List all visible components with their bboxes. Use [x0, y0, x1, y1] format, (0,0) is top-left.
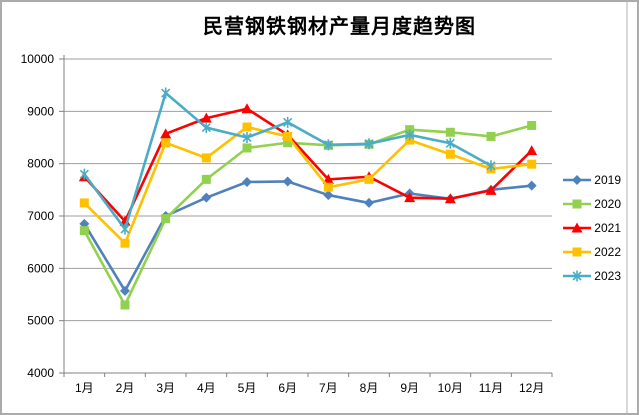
x-tick-label: 8月 [360, 381, 379, 395]
x-tick-label: 3月 [156, 381, 175, 395]
asterisk-marker [486, 160, 496, 172]
x-tick-label: 9月 [400, 381, 419, 395]
diamond-marker [201, 192, 212, 203]
y-tick-label: 5000 [27, 314, 54, 328]
x-tick-label: 11月 [479, 381, 503, 395]
x-tick-label: 1月 [75, 381, 94, 395]
square-marker [120, 238, 130, 248]
x-tick-label: 2月 [116, 381, 135, 395]
chart-title: 民营钢铁钢材产量月度趋势图 [203, 16, 476, 38]
triangle-marker [322, 173, 334, 184]
triangle-marker [160, 128, 172, 139]
square-marker [364, 174, 374, 184]
triangle-legend-icon [563, 222, 592, 233]
legend-item-2021: 2021 [562, 218, 621, 238]
square-legend-icon [563, 199, 592, 209]
square-marker [445, 127, 455, 137]
square-marker [527, 159, 537, 169]
y-tick-label: 4000 [27, 366, 54, 380]
asterisk-marker [364, 138, 374, 150]
square-marker [486, 131, 496, 141]
square-marker [323, 182, 333, 192]
x-tick-label: 4月 [197, 381, 216, 395]
triangle-marker [444, 193, 456, 204]
diamond-legend-icon [563, 175, 592, 185]
asterisk-marker [201, 122, 211, 134]
legend-label: 2023 [594, 269, 621, 283]
y-tick-label: 9000 [27, 104, 54, 118]
square-marker [161, 214, 171, 224]
square-marker [201, 174, 211, 184]
y-tick-label: 6000 [27, 261, 54, 275]
triangle-marker [571, 222, 583, 233]
y-tick-label: 7000 [27, 209, 54, 223]
square-legend-icon [563, 247, 592, 257]
square-marker [79, 226, 89, 236]
chart-legend: 2019 2020 2021 2022 2023 [562, 170, 621, 286]
square-marker [283, 131, 293, 141]
square-marker [572, 199, 582, 209]
square-marker [161, 138, 171, 148]
diamond-marker [364, 197, 374, 208]
asterisk-marker [405, 129, 415, 141]
diamond-marker [323, 190, 334, 201]
square-marker [283, 138, 293, 148]
legend-item-2022: 2022 [562, 242, 621, 262]
asterisk-marker [323, 139, 333, 151]
square-marker [572, 247, 582, 257]
triangle-marker [526, 145, 538, 156]
triangle-marker [485, 184, 497, 195]
asterisk-marker [242, 132, 252, 143]
asterisk-marker [79, 168, 89, 180]
asterisk-marker [120, 223, 130, 235]
diamond-marker [242, 176, 252, 187]
square-marker [120, 300, 130, 310]
square-marker [445, 149, 455, 159]
y-tick-label: 10000 [21, 52, 55, 66]
x-tick-label: 7月 [319, 381, 338, 395]
x-tick-label: 12月 [519, 381, 544, 395]
diamond-marker [526, 180, 537, 191]
legend-item-2019: 2019 [562, 170, 621, 190]
legend-item-2023: 2023 [562, 266, 621, 286]
asterisk-marker [161, 87, 171, 99]
triangle-marker [200, 112, 212, 123]
legend-label: 2022 [594, 245, 621, 259]
legend-label: 2021 [594, 221, 621, 235]
legend-item-2020: 2020 [562, 194, 621, 214]
series-2021 [78, 103, 538, 226]
y-tick-label: 8000 [27, 157, 54, 171]
asterisk-marker [445, 137, 455, 149]
square-marker [201, 153, 211, 163]
square-marker [79, 198, 89, 208]
asterisk-legend-icon [563, 270, 592, 282]
triangle-marker [404, 192, 416, 203]
x-tick-label: 6月 [278, 381, 297, 395]
x-tick-label: 10月 [438, 381, 463, 395]
triangle-marker [241, 103, 253, 114]
square-marker [242, 143, 252, 153]
series-2023 [79, 87, 496, 235]
square-marker [242, 122, 252, 132]
diamond-marker [282, 176, 293, 187]
legend-label: 2020 [594, 197, 621, 211]
diamond-marker [572, 175, 583, 185]
x-tick-label: 5月 [238, 381, 257, 395]
series-2022 [79, 122, 537, 248]
diamond-marker [120, 285, 130, 296]
asterisk-marker [283, 116, 293, 128]
asterisk-marker [572, 270, 582, 282]
legend-label: 2019 [594, 173, 621, 187]
square-marker [527, 120, 537, 130]
